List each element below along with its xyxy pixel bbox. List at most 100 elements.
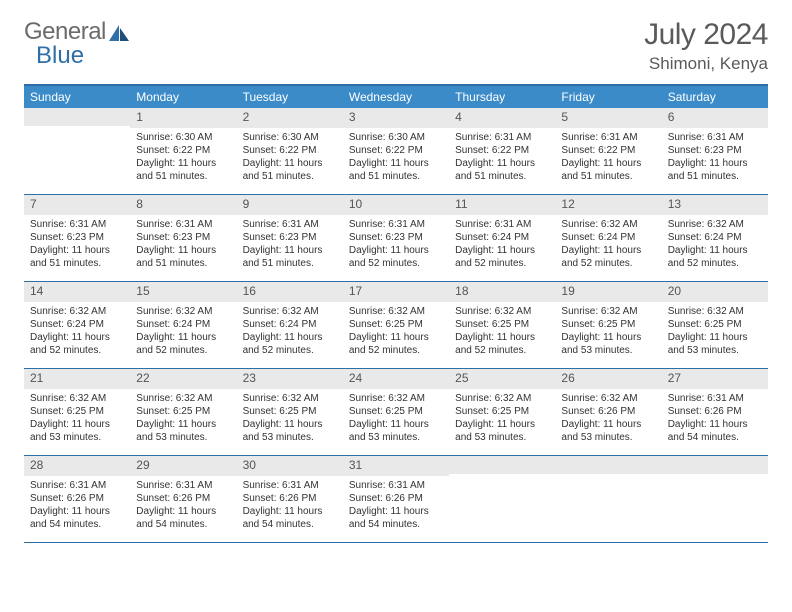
sunrise-text: Sunrise: 6:32 AM [30, 305, 124, 318]
calendar-cell: 3Sunrise: 6:30 AMSunset: 6:22 PMDaylight… [343, 108, 449, 194]
weekday-friday: Friday [555, 86, 661, 108]
day-number: 29 [130, 456, 236, 476]
daylight-text: Daylight: 11 hours and 52 minutes. [455, 244, 549, 270]
sunrise-text: Sunrise: 6:31 AM [349, 479, 443, 492]
daylight-text: Daylight: 11 hours and 51 minutes. [455, 157, 549, 183]
sunset-text: Sunset: 6:25 PM [455, 318, 549, 331]
calendar-cell [449, 456, 555, 542]
day-number: 25 [449, 369, 555, 389]
daylight-text: Daylight: 11 hours and 53 minutes. [455, 418, 549, 444]
cell-body: Sunrise: 6:32 AMSunset: 6:26 PMDaylight:… [555, 389, 661, 449]
day-number: 1 [130, 108, 236, 128]
calendar-cell: 20Sunrise: 6:32 AMSunset: 6:25 PMDayligh… [662, 282, 768, 368]
cell-body: Sunrise: 6:32 AMSunset: 6:25 PMDaylight:… [24, 389, 130, 449]
weekday-saturday: Saturday [662, 86, 768, 108]
month-title: July 2024 [644, 18, 768, 52]
sunrise-text: Sunrise: 6:31 AM [561, 131, 655, 144]
day-number: 14 [24, 282, 130, 302]
calendar-cell: 25 Sunrise: 6:32 AMSunset: 6:25 PMDayligh… [449, 369, 555, 455]
weekday-wednesday: Wednesday [343, 86, 449, 108]
cell-body: Sunrise: 6:32 AMSunset: 6:25 PMDaylight:… [343, 389, 449, 449]
sunset-text: Sunset: 6:25 PM [455, 405, 549, 418]
calendar-cell: 14Sunrise: 6:32 AMSunset: 6:24 PMDayligh… [24, 282, 130, 368]
sunset-text: Sunset: 6:26 PM [243, 492, 337, 505]
daylight-text: Daylight: 11 hours and 51 minutes. [30, 244, 124, 270]
sunrise-text: Sunrise: 6:32 AM [349, 392, 443, 405]
sunrise-text: Sunrise: 6:32 AM [668, 305, 762, 318]
day-number: 15 [130, 282, 236, 302]
calendar-cell: 9Sunrise: 6:31 AMSunset: 6:23 PMDaylight… [237, 195, 343, 281]
cell-body: Sunrise: 6:32 AMSunset: 6:24 PMDaylight:… [555, 215, 661, 275]
cell-body: Sunrise: 6:31 AMSunset: 6:22 PMDaylight:… [555, 128, 661, 188]
cell-body: Sunrise: 6:32 AMSunset: 6:24 PMDaylight:… [237, 302, 343, 362]
day-number: 26 [555, 369, 661, 389]
cell-body: Sunrise: 6:32 AMSunset: 6:24 PMDaylight:… [662, 215, 768, 275]
daylight-text: Daylight: 11 hours and 53 minutes. [243, 418, 337, 444]
sunrise-text: Sunrise: 6:32 AM [455, 392, 549, 405]
cell-body: Sunrise: 6:32 AMSunset: 6:25 PMDaylight:… [237, 389, 343, 449]
daylight-text: Daylight: 11 hours and 52 minutes. [349, 331, 443, 357]
daylight-text: Daylight: 11 hours and 52 minutes. [668, 244, 762, 270]
daylight-text: Daylight: 11 hours and 51 minutes. [136, 157, 230, 183]
daylight-text: Daylight: 11 hours and 53 minutes. [561, 418, 655, 444]
daylight-text: Daylight: 11 hours and 52 minutes. [349, 244, 443, 270]
cell-body: Sunrise: 6:31 AMSunset: 6:23 PMDaylight:… [662, 128, 768, 188]
weekday-header-row: Sunday Monday Tuesday Wednesday Thursday… [24, 86, 768, 108]
calendar-cell: 27Sunrise: 6:31 AMSunset: 6:26 PMDayligh… [662, 369, 768, 455]
daylight-text: Daylight: 11 hours and 53 minutes. [349, 418, 443, 444]
calendar-cell [24, 108, 130, 194]
cell-body: Sunrise: 6:32 AMSunset: 6:25 PMDaylight:… [449, 302, 555, 362]
cell-body: Sunrise: 6:32 AMSunset: 6:25 PMDaylight:… [343, 302, 449, 362]
sunrise-text: Sunrise: 6:30 AM [243, 131, 337, 144]
calendar-week: 7Sunrise: 6:31 AMSunset: 6:23 PMDaylight… [24, 195, 768, 282]
daylight-text: Daylight: 11 hours and 53 minutes. [668, 331, 762, 357]
sunset-text: Sunset: 6:22 PM [243, 144, 337, 157]
calendar-cell: 11Sunrise: 6:31 AMSunset: 6:24 PMDayligh… [449, 195, 555, 281]
cell-body: Sunrise: 6:30 AMSunset: 6:22 PMDaylight:… [130, 128, 236, 188]
calendar-cell: 30Sunrise: 6:31 AMSunset: 6:26 PMDayligh… [237, 456, 343, 542]
sunset-text: Sunset: 6:22 PM [561, 144, 655, 157]
weekday-thursday: Thursday [449, 86, 555, 108]
weekday-sunday: Sunday [24, 86, 130, 108]
day-number: 4 [449, 108, 555, 128]
cell-body: Sunrise: 6:31 AMSunset: 6:24 PMDaylight:… [449, 215, 555, 275]
weeks-container: 1Sunrise: 6:30 AMSunset: 6:22 PMDaylight… [24, 108, 768, 543]
calendar-cell: 8Sunrise: 6:31 AMSunset: 6:23 PMDaylight… [130, 195, 236, 281]
sunrise-text: Sunrise: 6:31 AM [136, 479, 230, 492]
daylight-text: Daylight: 11 hours and 54 minutes. [136, 505, 230, 531]
daylight-text: Daylight: 11 hours and 53 minutes. [30, 418, 124, 444]
sunrise-text: Sunrise: 6:31 AM [30, 479, 124, 492]
sunrise-text: Sunrise: 6:31 AM [349, 218, 443, 231]
cell-body: Sunrise: 6:31 AMSunset: 6:23 PMDaylight:… [24, 215, 130, 275]
calendar-cell: 18Sunrise: 6:32 AMSunset: 6:25 PMDayligh… [449, 282, 555, 368]
calendar-cell: 19Sunrise: 6:32 AMSunset: 6:25 PMDayligh… [555, 282, 661, 368]
cell-body: Sunrise: 6:31 AMSunset: 6:22 PMDaylight:… [449, 128, 555, 188]
daylight-text: Daylight: 11 hours and 52 minutes. [243, 331, 337, 357]
calendar-cell: 15Sunrise: 6:32 AMSunset: 6:24 PMDayligh… [130, 282, 236, 368]
sunset-text: Sunset: 6:22 PM [136, 144, 230, 157]
day-number: 18 [449, 282, 555, 302]
daylight-text: Daylight: 11 hours and 51 minutes. [349, 157, 443, 183]
sunset-text: Sunset: 6:23 PM [136, 231, 230, 244]
sunset-text: Sunset: 6:22 PM [349, 144, 443, 157]
cell-body: Sunrise: 6:32 AMSunset: 6:25 PMDaylight:… [662, 302, 768, 362]
day-number: 5 [555, 108, 661, 128]
calendar-cell: 4Sunrise: 6:31 AMSunset: 6:22 PMDaylight… [449, 108, 555, 194]
sunrise-text: Sunrise: 6:32 AM [243, 305, 337, 318]
daylight-text: Daylight: 11 hours and 51 minutes. [668, 157, 762, 183]
cell-body: Sunrise: 6:32 AMSunset: 6:25 PMDaylight:… [555, 302, 661, 362]
sunset-text: Sunset: 6:24 PM [136, 318, 230, 331]
daylight-text: Daylight: 11 hours and 54 minutes. [349, 505, 443, 531]
day-number [24, 108, 130, 126]
cell-body: Sunrise: 6:31 AMSunset: 6:23 PMDaylight:… [343, 215, 449, 275]
day-number: 8 [130, 195, 236, 215]
sunrise-text: Sunrise: 6:31 AM [455, 131, 549, 144]
calendar-cell: 24Sunrise: 6:32 AMSunset: 6:25 PMDayligh… [343, 369, 449, 455]
daylight-text: Daylight: 11 hours and 54 minutes. [668, 418, 762, 444]
day-number: 31 [343, 456, 449, 476]
daylight-text: Daylight: 11 hours and 52 minutes. [455, 331, 549, 357]
sunrise-text: Sunrise: 6:31 AM [668, 131, 762, 144]
sunset-text: Sunset: 6:23 PM [349, 231, 443, 244]
calendar-week: 14Sunrise: 6:32 AMSunset: 6:24 PMDayligh… [24, 282, 768, 369]
sunrise-text: Sunrise: 6:32 AM [561, 392, 655, 405]
